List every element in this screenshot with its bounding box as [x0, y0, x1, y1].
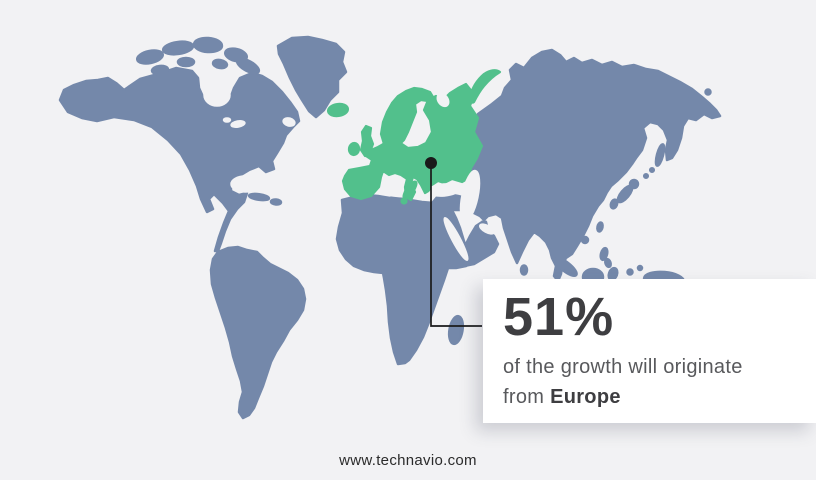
scandinavia: [379, 86, 435, 150]
arctic-island: [211, 58, 229, 70]
africa: [335, 193, 474, 366]
kyushu-island: [609, 198, 619, 210]
arctic-island: [176, 56, 196, 68]
kuril-island: [642, 172, 650, 180]
great-lakes-west: [222, 117, 232, 123]
stat-description: of the growth will originate from Europe: [503, 352, 806, 412]
arctic-island: [150, 64, 170, 76]
arctic-island: [161, 40, 195, 56]
stat-line2-prefix: from: [503, 386, 551, 409]
south-america: [209, 245, 307, 420]
gulf-of-st-lawrence: [282, 117, 296, 127]
gulf-of-mexico: [230, 175, 260, 193]
europe-peninsulas: [400, 178, 432, 205]
arctic-island: [135, 49, 165, 65]
philippines-island: [599, 246, 609, 262]
white-sea: [436, 92, 450, 108]
stat-region: Europe: [550, 386, 621, 409]
sicily-island: [400, 197, 408, 205]
europe-region: [326, 69, 502, 202]
moluccas-island: [636, 264, 644, 272]
wrangel-island: [704, 88, 712, 96]
cuba-island: [247, 192, 271, 202]
red-sea: [443, 216, 469, 262]
callout-pointer: [425, 157, 482, 327]
callout-connector-line: [430, 166, 482, 327]
continents: [58, 35, 722, 420]
sri-lanka-island: [519, 264, 529, 276]
europe-seas: [427, 92, 481, 223]
north-america: [58, 66, 301, 253]
persian-gulf: [478, 223, 496, 235]
great-britain: [359, 124, 375, 158]
stat-callout-card: 51% of the growth will originate from Eu…: [483, 279, 816, 423]
taiwan-island: [596, 221, 604, 233]
kuril-island: [648, 166, 656, 174]
great-lakes: [230, 120, 246, 128]
hudson-bay: [203, 83, 231, 107]
arctic-island: [192, 36, 224, 54]
baffin-island: [235, 57, 261, 75]
greenland: [276, 35, 348, 119]
asia: [431, 48, 722, 283]
sakhalin-island: [654, 143, 666, 167]
europe-marker-dot: [425, 157, 437, 169]
madagascar-island: [447, 314, 465, 346]
caspian-sea: [459, 169, 481, 223]
ireland: [347, 141, 361, 157]
novaya-zemlya: [468, 69, 502, 104]
iceland: [326, 102, 350, 118]
honshu-island: [616, 184, 634, 204]
footer-url: www.technavio.com: [339, 452, 477, 469]
hainan-island: [580, 235, 590, 245]
philippines-island: [604, 257, 612, 269]
stat-percent: 51%: [503, 287, 615, 347]
stat-line1: of the growth will originate: [503, 356, 743, 379]
sumatra-island: [554, 256, 578, 278]
moluccas-island: [626, 268, 634, 276]
hispaniola-island: [269, 198, 283, 206]
